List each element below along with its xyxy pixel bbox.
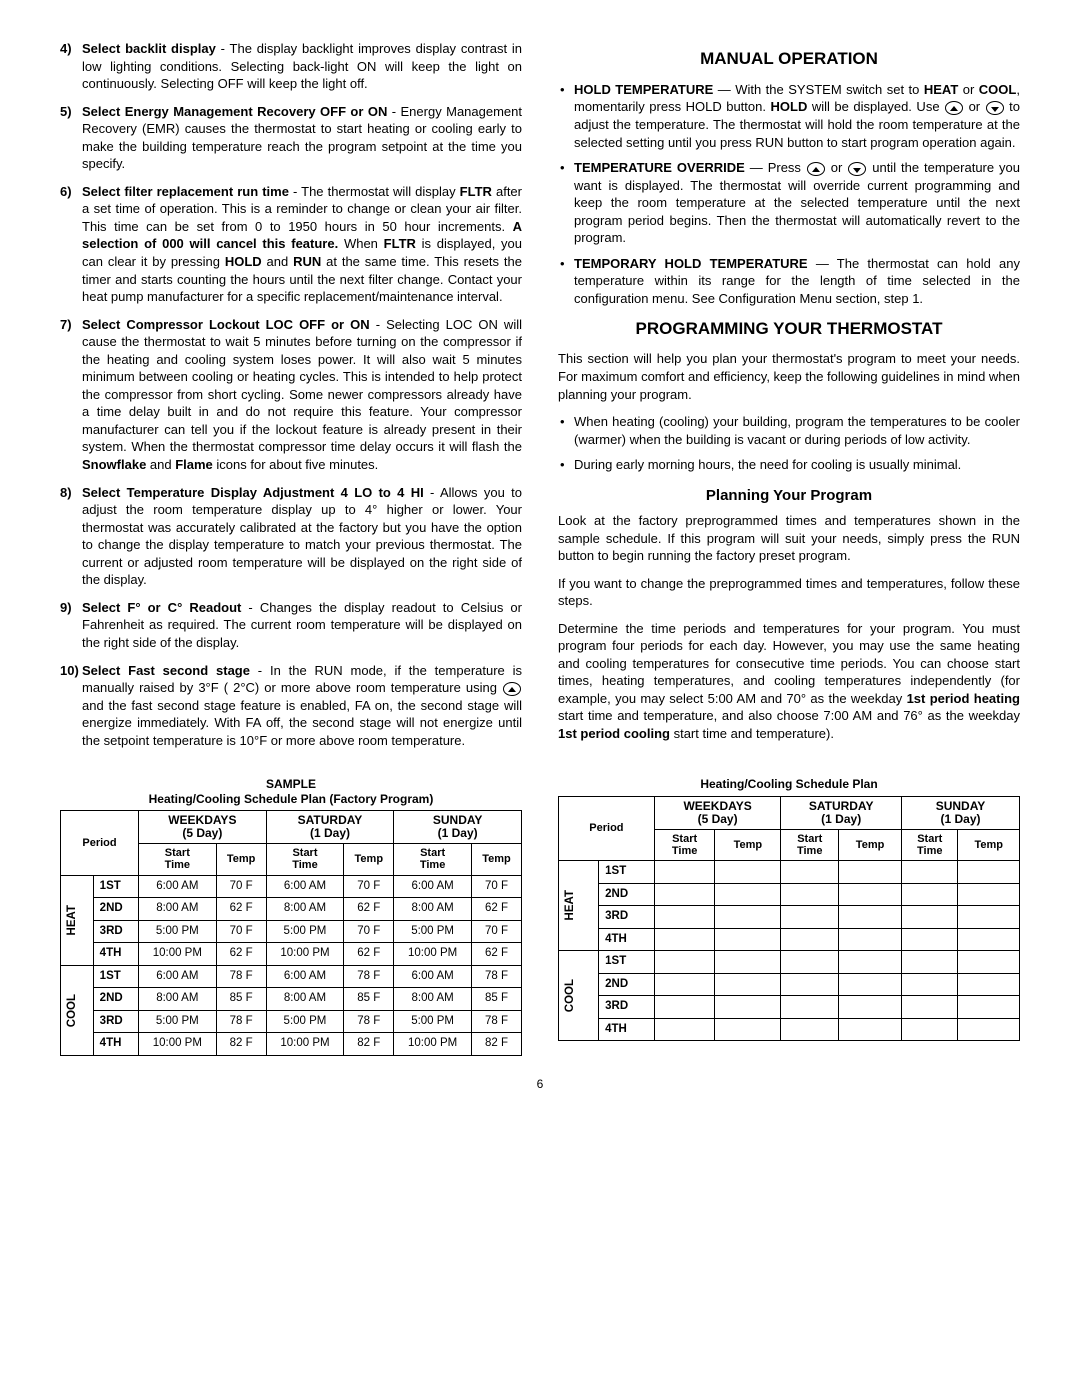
mode-label: COOL [563, 979, 579, 1012]
programming-guideline: During early morning hours, the need for… [558, 456, 1020, 474]
right-column: MANUAL OPERATION HOLD TEMPERATURE — With… [558, 40, 1020, 759]
planning-p1: Look at the factory preprogrammed times … [558, 512, 1020, 565]
up-arrow-icon [945, 101, 963, 115]
programming-guideline: When heating (cooling) your building, pr… [558, 413, 1020, 448]
config-item: 5)Select Energy Management Recovery OFF … [60, 103, 522, 173]
manual-operation-heading: MANUAL OPERATION [558, 48, 1020, 71]
sample-schedule-table: SAMPLE Heating/Cooling Schedule Plan (Fa… [60, 777, 522, 1055]
config-item: 6)Select filter replacement run time - T… [60, 183, 522, 306]
up-arrow-icon [503, 682, 521, 696]
config-item: 10)Select Fast second stage - In the RUN… [60, 662, 522, 750]
planning-p2: If you want to change the preprogrammed … [558, 575, 1020, 610]
page-number: 6 [60, 1076, 1020, 1092]
planning-p3: Determine the time periods and temperatu… [558, 620, 1020, 743]
mode-label: HEAT [563, 890, 579, 920]
down-arrow-icon [986, 101, 1004, 115]
mode-label: COOL [65, 994, 81, 1027]
config-item: 4)Select backlit display - The display b… [60, 40, 522, 93]
left-column: 4)Select backlit display - The display b… [60, 40, 522, 759]
config-item: 9)Select F° or C° Readout - Changes the … [60, 599, 522, 652]
blank-schedule-table: Heating/Cooling Schedule Plan PeriodWEEK… [558, 777, 1020, 1055]
manual-item: TEMPORARY HOLD TEMPERATURE — The thermos… [558, 255, 1020, 308]
config-item: 7)Select Compressor Lockout LOC OFF or O… [60, 316, 522, 474]
manual-operation-list: HOLD TEMPERATURE — With the SYSTEM switc… [558, 81, 1020, 308]
up-arrow-icon [807, 162, 825, 176]
planning-subheading: Planning Your Program [558, 486, 1020, 506]
user-schedule-table: PeriodWEEKDAYS(5 Day)SATURDAY(1 Day)SUND… [558, 796, 1020, 1042]
factory-program-table: PeriodWEEKDAYS(5 Day)SATURDAY(1 Day)SUND… [60, 810, 522, 1056]
table1-title-line2: Heating/Cooling Schedule Plan (Factory P… [149, 792, 434, 806]
config-list: 4)Select backlit display - The display b… [60, 40, 522, 749]
mode-label: HEAT [65, 905, 81, 935]
config-item: 8)Select Temperature Display Adjustment … [60, 484, 522, 589]
manual-item: TEMPERATURE OVERRIDE — Press or until th… [558, 159, 1020, 247]
programming-intro: This section will help you plan your the… [558, 350, 1020, 403]
table2-title: Heating/Cooling Schedule Plan [700, 777, 877, 791]
programming-heading: PROGRAMMING YOUR THERMOSTAT [558, 318, 1020, 341]
down-arrow-icon [848, 162, 866, 176]
manual-item: HOLD TEMPERATURE — With the SYSTEM switc… [558, 81, 1020, 151]
programming-guidelines: When heating (cooling) your building, pr… [558, 413, 1020, 474]
table1-title-line1: SAMPLE [266, 777, 316, 791]
